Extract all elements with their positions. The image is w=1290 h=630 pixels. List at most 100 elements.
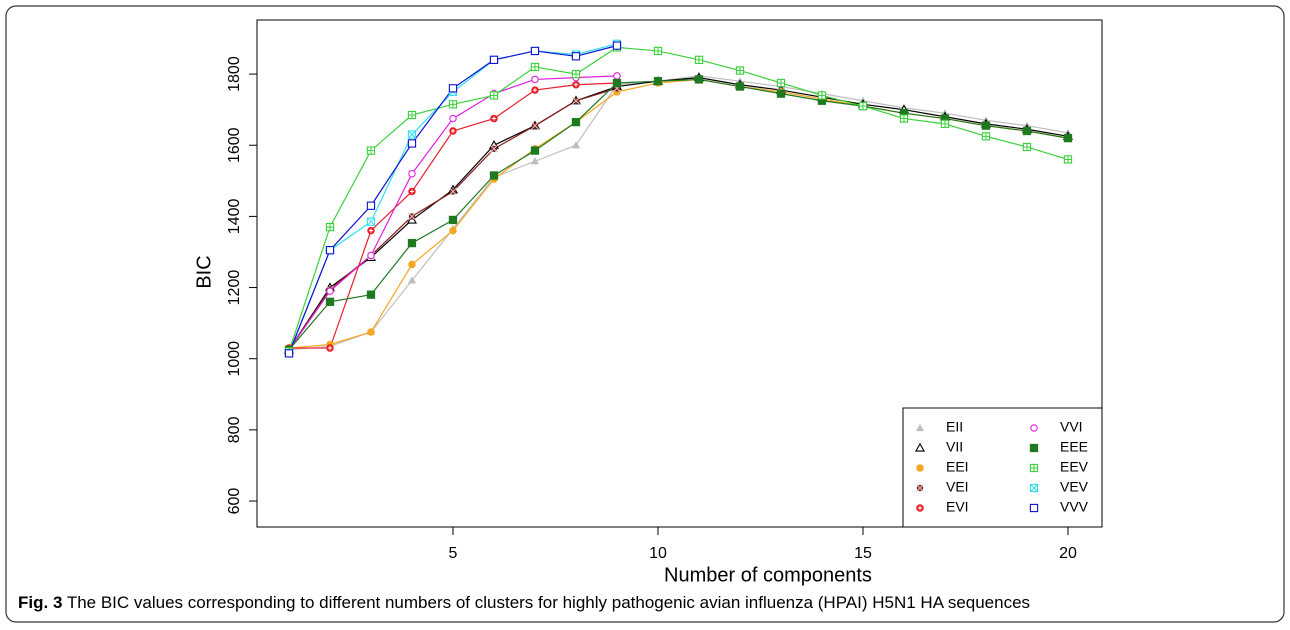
x-tick-label: 15: [854, 545, 872, 562]
point-part: [572, 96, 580, 105]
point-part: [612, 78, 622, 88]
point-part: [914, 442, 926, 452]
point: [366, 146, 376, 155]
point-part: [613, 72, 621, 80]
point: [571, 141, 581, 149]
legend-symbol: [914, 442, 926, 452]
point: [366, 201, 376, 210]
point-part: [530, 157, 540, 165]
point: [366, 290, 376, 299]
plot-frame: [256, 19, 1103, 528]
point-part: [366, 201, 376, 210]
point: [735, 66, 745, 75]
legend-symbol: [916, 464, 924, 472]
point: [981, 132, 991, 141]
point-part: [776, 89, 786, 98]
point: [940, 119, 950, 129]
point-part: [531, 75, 539, 84]
point-part: [448, 84, 458, 93]
legend-symbol: [1029, 503, 1039, 513]
point: [325, 297, 335, 306]
legend-symbol: [1029, 483, 1039, 493]
legend-label: VEV: [1060, 479, 1089, 495]
point-part: [449, 187, 457, 196]
series-line: [288, 78, 1069, 351]
point-part: [367, 251, 375, 260]
legend-label: VEI: [946, 479, 969, 495]
point: [981, 121, 991, 130]
point-part: [325, 246, 335, 255]
point: [653, 46, 663, 56]
legend-symbol: [915, 423, 925, 432]
legend-label: VII: [946, 439, 963, 455]
series-line: [288, 82, 618, 349]
point-part: [1029, 443, 1039, 453]
point: [367, 251, 375, 260]
point: [489, 171, 499, 180]
y-tick-label: 1200: [226, 270, 243, 306]
point-part: [1030, 424, 1038, 432]
point-part: [449, 226, 457, 235]
point-part: [489, 55, 499, 64]
point: [284, 349, 294, 358]
point: [571, 69, 581, 79]
point-part: [531, 121, 539, 130]
y-tick-label: 1000: [226, 341, 243, 377]
series-line: [288, 75, 1069, 351]
point-part: [407, 139, 417, 148]
caption-label: Fig. 3: [18, 593, 62, 612]
point: [490, 144, 498, 153]
point: [448, 100, 458, 109]
point-part: [449, 114, 457, 123]
point-part: [916, 464, 924, 472]
point-part: [571, 52, 581, 61]
legend-label: EVI: [946, 499, 969, 515]
point-part: [530, 46, 540, 56]
point: [449, 114, 457, 123]
point: [367, 226, 375, 235]
legend-label: EII: [946, 419, 963, 435]
point: [653, 77, 663, 86]
point-part: [571, 117, 581, 127]
caption: Fig. 3 The BIC values corresponding to d…: [18, 593, 1030, 612]
point-part: [653, 77, 663, 86]
point: [489, 91, 499, 100]
point: [530, 146, 540, 155]
point-part: [530, 146, 540, 155]
point: [407, 276, 417, 284]
point: [571, 52, 581, 61]
point: [1063, 155, 1073, 164]
y-tick-label: 600: [226, 488, 243, 515]
y-axis-title: BIC: [193, 255, 215, 288]
point: [448, 215, 458, 225]
point: [1022, 126, 1032, 136]
point-part: [1022, 126, 1032, 136]
point: [899, 114, 909, 123]
point: [407, 110, 417, 120]
point: [531, 86, 539, 94]
point: [407, 139, 417, 148]
series-line: [288, 46, 1069, 352]
point-part: [367, 217, 375, 226]
legend-symbol: [1029, 443, 1039, 453]
figure-border: [5, 5, 1285, 623]
point-part: [612, 41, 622, 50]
point-part: [490, 144, 498, 153]
point: [531, 121, 539, 130]
point-part: [407, 276, 417, 284]
legend-label: VVI: [1060, 419, 1083, 435]
legend-symbol: [1029, 463, 1039, 473]
point: [613, 72, 621, 80]
legend-symbol: [1030, 424, 1038, 432]
y-tick-label: 1800: [226, 56, 243, 92]
plot-area: [283, 39, 1074, 358]
point-part: [489, 171, 499, 180]
point-part: [694, 75, 704, 84]
point-part: [916, 484, 924, 492]
point-part: [1030, 484, 1038, 492]
point: [367, 328, 375, 336]
point-part: [367, 328, 375, 336]
point: [530, 46, 540, 56]
legend-label: EEI: [946, 459, 969, 475]
